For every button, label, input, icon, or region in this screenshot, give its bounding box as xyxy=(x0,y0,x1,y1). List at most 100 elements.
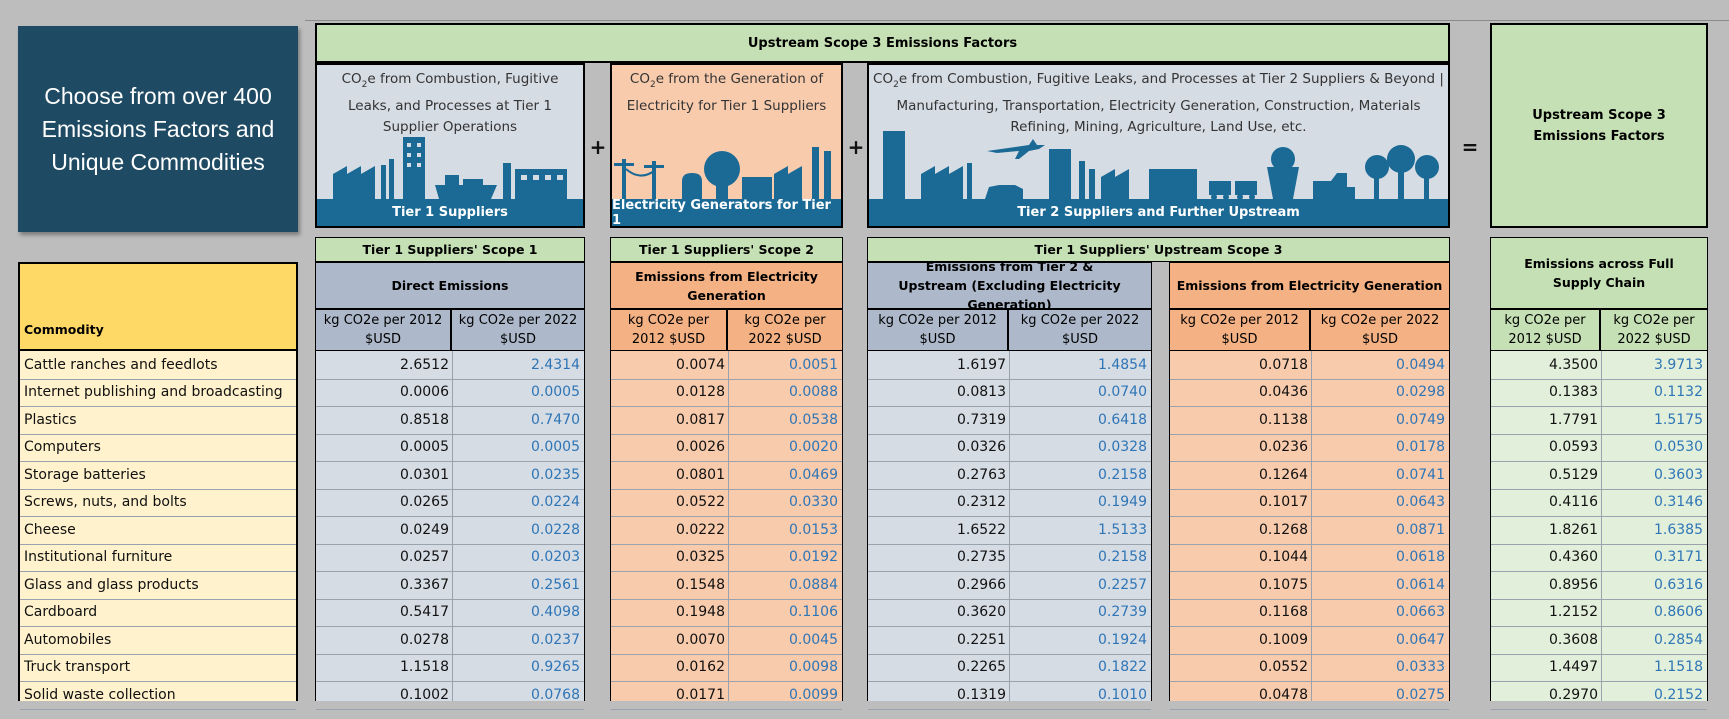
value-2022[interactable]: 0.0224 xyxy=(531,494,580,511)
table-row[interactable]: 0.1009 0.0647 xyxy=(1170,626,1449,655)
value-2012[interactable]: 0.0171 xyxy=(676,686,725,703)
value-2022[interactable]: 0.0469 xyxy=(789,466,838,483)
table-row[interactable]: 0.0325 0.0192 xyxy=(611,544,842,572)
value-2022[interactable]: 0.7470 xyxy=(531,411,580,428)
table-row[interactable]: 0.1168 0.0663 xyxy=(1170,599,1449,627)
value-2022[interactable]: 0.0768 xyxy=(531,686,580,703)
table-row[interactable]: 0.1548 0.0884 xyxy=(611,571,842,600)
table-row[interactable]: 0.2970 0.2152 xyxy=(1491,681,1707,710)
table-row[interactable]: 4.3500 3.9713 xyxy=(1491,351,1707,380)
value-2022[interactable]: 1.1518 xyxy=(1654,659,1703,676)
value-2012[interactable]: 0.2763 xyxy=(957,466,1006,483)
table-row[interactable]: 1.8261 1.6385 xyxy=(1491,516,1707,545)
value-2022[interactable]: 0.6418 xyxy=(1098,411,1147,428)
table-row[interactable]: 0.0593 0.0530 xyxy=(1491,434,1707,462)
value-2012[interactable]: 0.1948 xyxy=(676,604,725,621)
table-row[interactable]: 0.1319 0.1010 xyxy=(868,681,1151,710)
table-row[interactable]: 0.1268 0.0871 xyxy=(1170,516,1449,545)
table-row[interactable]: 1.4497 1.1518 xyxy=(1491,654,1707,682)
value-2022[interactable]: 0.0643 xyxy=(1396,494,1445,511)
value-2012[interactable]: 0.7319 xyxy=(957,411,1006,428)
value-2012[interactable]: 0.0006 xyxy=(400,384,449,401)
value-2012[interactable]: 0.1002 xyxy=(400,686,449,703)
value-2022[interactable]: 0.2739 xyxy=(1098,604,1147,621)
table-row[interactable]: 0.1948 0.1106 xyxy=(611,599,842,627)
value-2012[interactable]: 0.2251 xyxy=(957,631,1006,648)
table-row[interactable]: 0.0026 0.0020 xyxy=(611,434,842,462)
table-row[interactable]: 0.0436 0.0298 xyxy=(1170,379,1449,407)
value-2012[interactable]: 1.2152 xyxy=(1549,604,1598,621)
value-2012[interactable]: 1.8261 xyxy=(1549,521,1598,538)
table-row[interactable]: Plastics xyxy=(20,406,296,435)
table-row[interactable]: 0.1264 0.0741 xyxy=(1170,461,1449,490)
value-2022[interactable]: 0.0328 xyxy=(1098,439,1147,456)
value-2012[interactable]: 0.1138 xyxy=(1259,411,1308,428)
value-2012[interactable]: 2.6512 xyxy=(400,356,449,373)
value-2022[interactable]: 0.2854 xyxy=(1654,631,1703,648)
value-2022[interactable]: 0.1106 xyxy=(789,604,838,621)
value-2022[interactable]: 0.0099 xyxy=(789,686,838,703)
table-row[interactable]: 0.4360 0.3171 xyxy=(1491,544,1707,572)
table-row[interactable]: 0.0171 0.0099 xyxy=(611,681,842,710)
table-row[interactable]: Storage batteries xyxy=(20,461,296,490)
value-2022[interactable]: 0.0235 xyxy=(531,466,580,483)
value-2012[interactable]: 0.0074 xyxy=(676,356,725,373)
table-row[interactable]: 1.1518 0.9265 xyxy=(316,654,584,682)
value-2022[interactable]: 0.2257 xyxy=(1098,576,1147,593)
value-2022[interactable]: 0.0330 xyxy=(789,494,838,511)
value-2022[interactable]: 0.0178 xyxy=(1396,439,1445,456)
table-row[interactable]: 0.0074 0.0051 xyxy=(611,351,842,380)
value-2012[interactable]: 0.0026 xyxy=(676,439,725,456)
value-2012[interactable]: 0.0070 xyxy=(676,631,725,648)
table-row[interactable]: 0.1075 0.0614 xyxy=(1170,571,1449,600)
value-2012[interactable]: 0.0522 xyxy=(676,494,725,511)
value-2012[interactable]: 0.0236 xyxy=(1259,439,1308,456)
value-2022[interactable]: 0.0228 xyxy=(531,521,580,538)
value-2012[interactable]: 0.0249 xyxy=(400,521,449,538)
value-2012[interactable]: 1.7791 xyxy=(1549,411,1598,428)
value-2022[interactable]: 0.2158 xyxy=(1098,466,1147,483)
table-row[interactable]: Cardboard xyxy=(20,599,296,627)
value-2022[interactable]: 0.0005 xyxy=(531,384,580,401)
table-row[interactable]: Computers xyxy=(20,434,296,462)
table-row[interactable]: Solid waste collection xyxy=(20,681,296,710)
value-2022[interactable]: 0.0203 xyxy=(531,549,580,566)
value-2012[interactable]: 0.1075 xyxy=(1259,576,1308,593)
value-2022[interactable]: 1.6385 xyxy=(1654,521,1703,538)
table-row[interactable]: 0.0236 0.0178 xyxy=(1170,434,1449,462)
table-row[interactable]: 0.0005 0.0005 xyxy=(316,434,584,462)
value-2022[interactable]: 0.1822 xyxy=(1098,659,1147,676)
table-row[interactable]: 0.8518 0.7470 xyxy=(316,406,584,435)
value-2022[interactable]: 0.0749 xyxy=(1396,411,1445,428)
value-2012[interactable]: 0.0326 xyxy=(957,439,1006,456)
value-2012[interactable]: 0.0005 xyxy=(400,439,449,456)
value-2022[interactable]: 0.2158 xyxy=(1098,549,1147,566)
value-2022[interactable]: 0.3603 xyxy=(1654,466,1703,483)
value-2022[interactable]: 0.0614 xyxy=(1396,576,1445,593)
value-2012[interactable]: 0.1268 xyxy=(1259,521,1308,538)
table-row[interactable]: Screws, nuts, and bolts xyxy=(20,489,296,517)
value-2012[interactable]: 0.0301 xyxy=(400,466,449,483)
value-2022[interactable]: 0.0051 xyxy=(789,356,838,373)
value-2012[interactable]: 0.3367 xyxy=(400,576,449,593)
table-row[interactable]: 0.0128 0.0088 xyxy=(611,379,842,407)
value-2012[interactable]: 0.0436 xyxy=(1259,384,1308,401)
value-2012[interactable]: 0.2966 xyxy=(957,576,1006,593)
table-row[interactable]: 0.2312 0.1949 xyxy=(868,489,1151,517)
value-2012[interactable]: 0.0222 xyxy=(676,521,725,538)
table-row[interactable]: Automobiles xyxy=(20,626,296,655)
value-2022[interactable]: 0.0020 xyxy=(789,439,838,456)
table-row[interactable]: 0.2735 0.2158 xyxy=(868,544,1151,572)
table-row[interactable]: 0.1138 0.0749 xyxy=(1170,406,1449,435)
value-2012[interactable]: 0.0813 xyxy=(957,384,1006,401)
value-2012[interactable]: 0.4116 xyxy=(1549,494,1598,511)
value-2022[interactable]: 0.0098 xyxy=(789,659,838,676)
value-2012[interactable]: 0.0128 xyxy=(676,384,725,401)
value-2012[interactable]: 0.1548 xyxy=(676,576,725,593)
value-2022[interactable]: 0.0153 xyxy=(789,521,838,538)
table-row[interactable]: Cheese xyxy=(20,516,296,545)
value-2022[interactable]: 0.9265 xyxy=(531,659,580,676)
value-2012[interactable]: 0.1017 xyxy=(1259,494,1308,511)
value-2022[interactable]: 1.4854 xyxy=(1098,356,1147,373)
value-2012[interactable]: 0.0801 xyxy=(676,466,725,483)
